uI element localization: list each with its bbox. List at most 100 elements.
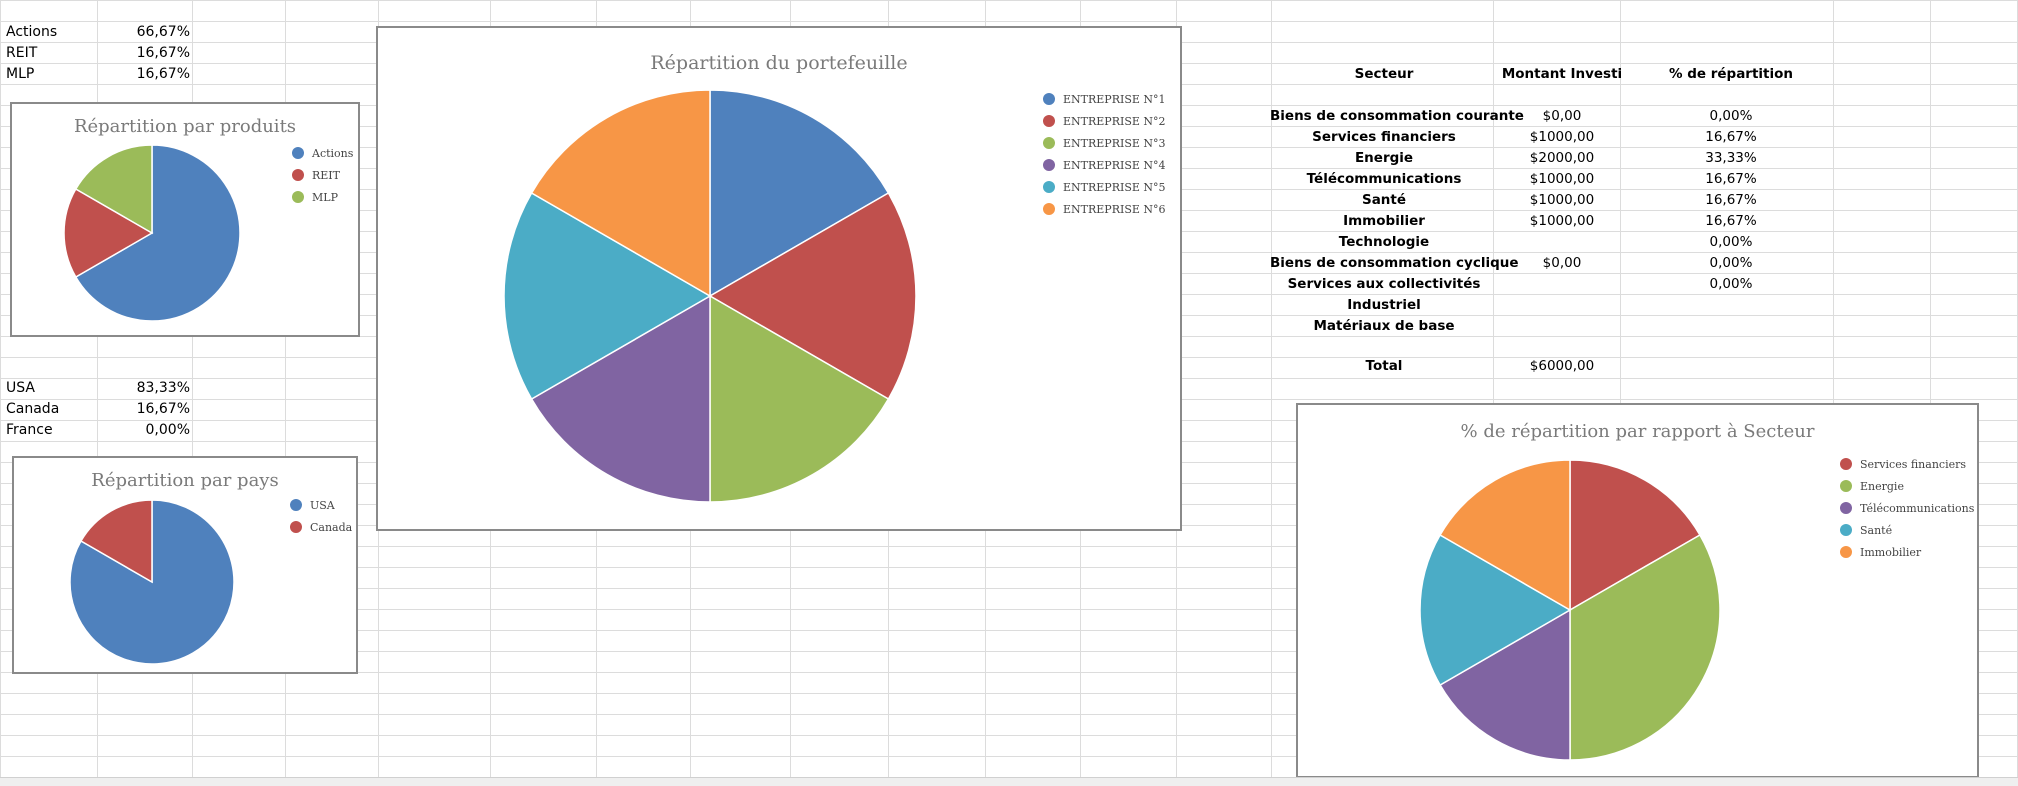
cell-montant[interactable]: $0,00: [1542, 255, 1582, 271]
cell-secteur[interactable]: Technologie: [1338, 234, 1430, 250]
cell-montant[interactable]: $1000,00: [1529, 171, 1595, 187]
legend-label: Immobilier: [1860, 545, 1922, 559]
chart-title: Répartition du portefeuille: [650, 52, 908, 74]
cell-country-label[interactable]: France: [6, 422, 53, 438]
chart-legend: Services financiers Energie Télécommunicat…: [1840, 453, 1974, 563]
chart-produits[interactable]: Répartition par produits Actions REIT MLP: [10, 102, 360, 337]
pie-slice[interactable]: [708, 191, 917, 401]
legend-label: ENTREPRISE N°2: [1063, 114, 1166, 128]
legend-marker: [290, 499, 302, 511]
legend-item: ENTREPRISE N°3: [1043, 132, 1166, 154]
cell-montant[interactable]: $1000,00: [1529, 213, 1595, 229]
cell-montant[interactable]: $1000,00: [1529, 129, 1595, 145]
cell-montant[interactable]: $1000,00: [1529, 192, 1595, 208]
horizontal-scrollbar[interactable]: [0, 777, 2018, 786]
pie-slice[interactable]: [74, 144, 153, 235]
cell-secteur[interactable]: Services financiers: [1312, 129, 1456, 145]
cell-secteur[interactable]: Santé: [1361, 192, 1407, 208]
cell-repartition[interactable]: 16,67%: [1705, 171, 1757, 187]
chart-secteur[interactable]: % de répartition par rapport à Secteur S…: [1296, 403, 1979, 778]
legend-item: Santé: [1840, 519, 1974, 541]
cell-country-value[interactable]: 83,33%: [136, 380, 190, 396]
cell-country-value[interactable]: 0,00%: [145, 422, 190, 438]
cell-secteur[interactable]: Biens de consommation cyclique: [1270, 255, 1519, 271]
cell-product-value[interactable]: 16,67%: [136, 45, 190, 61]
cell-product-label[interactable]: MLP: [6, 66, 35, 82]
pie-chart: [503, 89, 917, 503]
sector-table: Secteur Montant Investi % de répartition…: [1270, 64, 1840, 384]
chart-legend: ENTREPRISE N°1 ENTREPRISE N°2 ENTREPRISE N…: [1043, 88, 1166, 220]
legend-label: Canada: [310, 520, 353, 534]
legend-label: ENTREPRISE N°3: [1063, 136, 1166, 150]
legend-label: ENTREPRISE N°1: [1063, 92, 1166, 106]
legend-marker: [1840, 546, 1852, 558]
chart-legend: USA Canada: [290, 494, 352, 538]
cell-montant[interactable]: $0,00: [1542, 108, 1582, 124]
cell-product-value[interactable]: 16,67%: [136, 66, 190, 82]
legend-item: REIT: [292, 164, 353, 186]
legend-label: Services financiers: [1860, 457, 1967, 471]
legend-item: ENTREPRISE N°1: [1043, 88, 1166, 110]
legend-item: ENTREPRISE N°6: [1043, 198, 1166, 220]
pie-slice[interactable]: [709, 89, 890, 298]
pie-slice[interactable]: [74, 144, 241, 322]
pie-slice[interactable]: [79, 499, 153, 584]
pie-chart: [1419, 459, 1721, 761]
pie-slice[interactable]: [1439, 459, 1571, 612]
pie-slice[interactable]: [63, 187, 154, 279]
pie-slice[interactable]: [1569, 533, 1721, 761]
pie-chart: [63, 144, 241, 322]
legend-marker: [292, 191, 304, 203]
cell-secteur[interactable]: Télécommunications: [1306, 171, 1462, 187]
legend-label: REIT: [312, 168, 340, 182]
legend-marker: [290, 521, 302, 533]
legend-item: USA: [290, 494, 352, 516]
header-secteur[interactable]: Secteur: [1354, 66, 1414, 82]
chart-portefeuille[interactable]: Répartition du portefeuille ENTREPRISE N…: [376, 26, 1182, 531]
cell-repartition[interactable]: 33,33%: [1705, 150, 1757, 166]
legend-item: ENTREPRISE N°4: [1043, 154, 1166, 176]
legend-marker: [1043, 93, 1055, 105]
legend-item: Actions: [292, 142, 353, 164]
cell-repartition[interactable]: 0,00%: [1709, 234, 1753, 250]
total-label[interactable]: Total: [1365, 358, 1403, 374]
cell-product-label[interactable]: REIT: [6, 45, 38, 61]
cell-repartition[interactable]: 0,00%: [1709, 108, 1753, 124]
legend-label: ENTREPRISE N°5: [1063, 180, 1166, 194]
pie-slice[interactable]: [530, 294, 711, 503]
pie-slice[interactable]: [503, 191, 712, 401]
legend-marker: [1840, 458, 1852, 470]
cell-repartition[interactable]: 16,67%: [1705, 213, 1757, 229]
cell-montant[interactable]: $2000,00: [1529, 150, 1595, 166]
legend-marker: [1840, 524, 1852, 536]
cell-country-value[interactable]: 16,67%: [136, 401, 190, 417]
legend-item: ENTREPRISE N°2: [1043, 110, 1166, 132]
cell-country-label[interactable]: USA: [6, 380, 35, 396]
cell-repartition[interactable]: 0,00%: [1709, 255, 1753, 271]
cell-secteur[interactable]: Immobilier: [1343, 213, 1425, 229]
pie-slice[interactable]: [709, 294, 890, 503]
cell-secteur[interactable]: Industriel: [1347, 297, 1421, 313]
pie-slice[interactable]: [1419, 533, 1572, 687]
total-value[interactable]: $6000,00: [1529, 358, 1595, 374]
legend-item: MLP: [292, 186, 353, 208]
pie-slice[interactable]: [530, 89, 711, 298]
cell-product-label[interactable]: Actions: [6, 24, 58, 40]
chart-pays[interactable]: Répartition par pays USA Canada: [12, 456, 358, 674]
cell-secteur[interactable]: Services aux collectivités: [1287, 276, 1481, 292]
cell-secteur[interactable]: Energie: [1354, 150, 1414, 166]
cell-country-label[interactable]: Canada: [6, 401, 60, 417]
legend-marker: [1043, 181, 1055, 193]
pie-slice[interactable]: [1439, 608, 1571, 761]
chart-title: Répartition par pays: [91, 470, 279, 491]
header-montant[interactable]: Montant Investi: [1501, 66, 1623, 82]
cell-repartition[interactable]: 0,00%: [1709, 276, 1753, 292]
cell-repartition[interactable]: 16,67%: [1705, 192, 1757, 208]
legend-label: Santé: [1860, 523, 1893, 537]
cell-product-value[interactable]: 66,67%: [136, 24, 190, 40]
cell-repartition[interactable]: 16,67%: [1705, 129, 1757, 145]
cell-secteur[interactable]: Biens de consommation courante: [1270, 108, 1524, 124]
pie-slice[interactable]: [1569, 459, 1701, 612]
cell-secteur[interactable]: Matériaux de base: [1313, 318, 1455, 334]
header-repartition[interactable]: % de répartition: [1668, 66, 1794, 82]
